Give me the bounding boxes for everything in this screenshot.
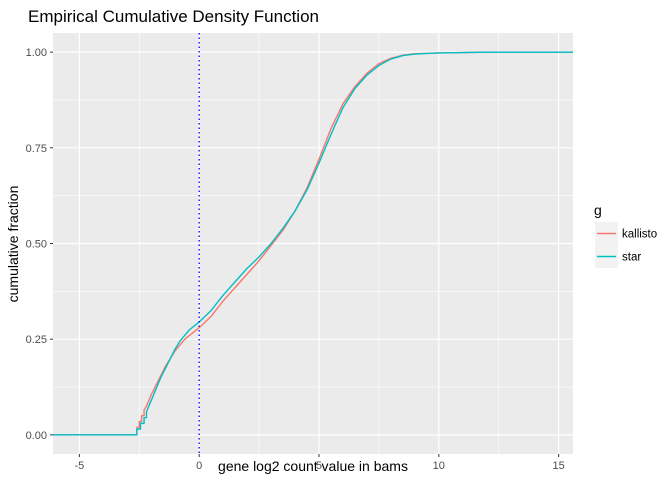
series-line-star — [53, 51, 573, 436]
x-tick-label: 15 — [552, 460, 564, 472]
legend-items: kallisto star — [595, 222, 657, 268]
y-tick-label: 1.00 — [26, 47, 47, 59]
y-tick-label: 0.25 — [26, 334, 47, 346]
legend-label-star: star — [622, 252, 641, 264]
chart-title: Empirical Cumulative Density Function — [28, 7, 319, 26]
y-tick-label: 0.75 — [26, 143, 47, 155]
y-tick-label: 0.50 — [26, 239, 47, 251]
x-axis-ticks: -5 0 5 10 15 — [74, 454, 565, 472]
x-tick-label: 0 — [196, 460, 202, 472]
x-tick-label: -5 — [74, 460, 84, 472]
y-tick-label: 0.00 — [26, 430, 47, 442]
series-line-kallisto — [53, 51, 573, 436]
major-gridlines — [53, 33, 573, 454]
series-layer — [53, 51, 573, 436]
y-axis-title: cumulative fraction — [5, 186, 21, 303]
x-axis-title: gene log2 count value in bams — [218, 458, 408, 474]
legend-label-kallisto: kallisto — [622, 229, 657, 241]
legend: g kallisto star — [594, 202, 657, 268]
y-axis-ticks: 0.00 0.25 0.50 0.75 1.00 — [26, 47, 53, 442]
x-tick-label: 10 — [433, 460, 445, 472]
legend-title: g — [594, 202, 602, 218]
x-tick-label: 5 — [316, 460, 322, 472]
